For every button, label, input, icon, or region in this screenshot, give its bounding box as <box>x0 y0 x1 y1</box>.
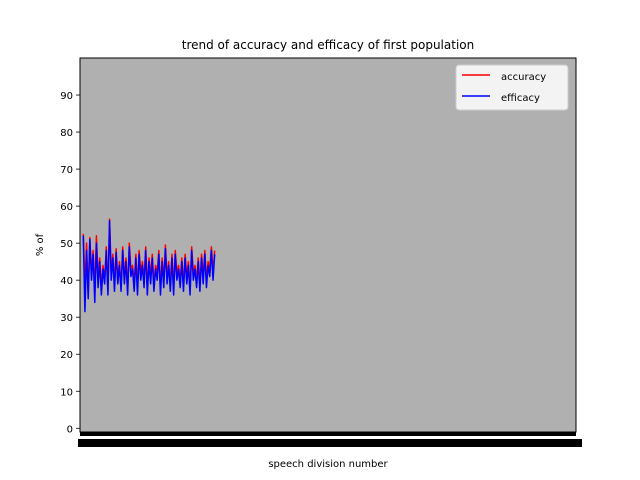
y-tick-label: 10 <box>60 387 73 398</box>
y-tick-label: 80 <box>60 128 73 139</box>
legend: accuracy efficacy <box>455 64 569 111</box>
y-tick-label: 20 <box>60 350 73 361</box>
y-tick-label: 40 <box>60 276 73 287</box>
y-tick-label: 30 <box>60 313 73 324</box>
legend-label-accuracy: accuracy <box>501 72 546 83</box>
chart-title: trend of accuracy and efficacy of first … <box>182 38 474 52</box>
y-tick-label: 0 <box>67 424 73 435</box>
series-line-efficacy <box>82 220 216 313</box>
series-layer <box>82 218 216 313</box>
plot-area <box>80 58 576 432</box>
y-tick-label: 90 <box>60 91 73 102</box>
legend-box <box>455 64 569 111</box>
y-tick-label: 60 <box>60 202 73 213</box>
y-tick-label: 70 <box>60 165 73 176</box>
y-axis-label: % of <box>35 233 46 256</box>
axes-ticks: 0 10 20 30 40 50 60 70 80 90 <box>60 91 582 447</box>
y-tick-label: 50 <box>60 239 73 250</box>
x-tick-band <box>80 432 576 436</box>
x-tick-labels-overlap <box>78 439 582 447</box>
legend-label-efficacy: efficacy <box>501 93 540 104</box>
x-axis-label: speech division number <box>268 459 388 470</box>
plot-frame <box>79 57 577 433</box>
